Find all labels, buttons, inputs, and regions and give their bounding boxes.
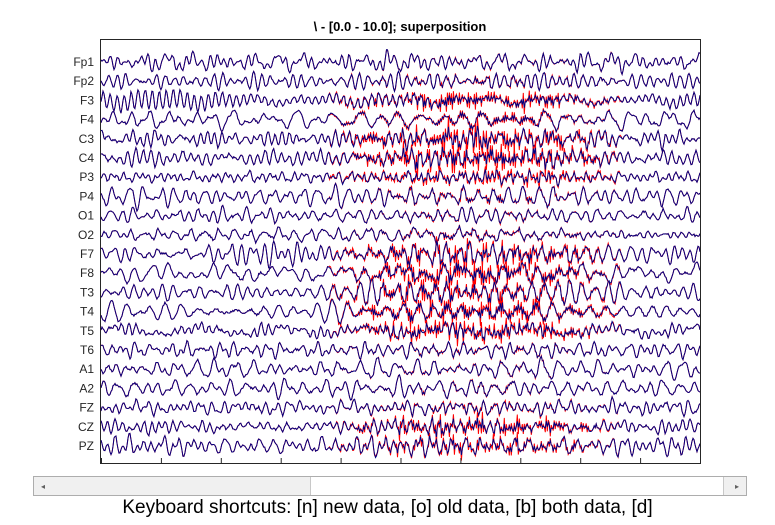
channel-label-fp2: Fp2: [73, 74, 94, 88]
eeg-plot: Fp1 Fp2 F3 F4 C3 C4 P3 P4 O1 O2 F7 F8 T3 T4 T5 T6 A1 A2 FZ…: [73, 39, 701, 464]
channel-trace-fp2: [101, 69, 700, 94]
channel-label-t4: T4: [80, 305, 94, 319]
old-data-line-o2: [101, 224, 700, 246]
old-data-line-a2: [101, 373, 700, 401]
channel-trace-c4: [101, 140, 700, 178]
channel-label-f4: F4: [80, 113, 94, 127]
scroll-left-arrow-icon[interactable]: ◂: [34, 477, 52, 495]
channel-trace-fp1: [101, 49, 700, 77]
channel-label-c4: C4: [79, 151, 95, 165]
figure-title: \ - [0.0 - 10.0]; superposition: [313, 19, 487, 34]
channel-label-t6: T6: [80, 343, 94, 357]
channel-trace-t5: [101, 315, 700, 347]
axes-frame: [100, 39, 701, 464]
channel-trace-f7: [101, 236, 700, 271]
scroll-thumb[interactable]: [310, 477, 724, 495]
new-data-line-o2: [101, 224, 700, 246]
channel-label-fz: FZ: [79, 401, 94, 415]
old-data-line-c3: [101, 125, 700, 153]
channel-trace-o2: [101, 224, 700, 246]
channel-label-a1: A1: [79, 362, 94, 376]
old-data-line-t4: [101, 299, 700, 325]
channel-label-f8: F8: [80, 266, 94, 280]
channel-trace-t4: [101, 295, 700, 330]
time-scrollbar[interactable]: ◂ ▸: [33, 476, 747, 496]
channel-label-f3: F3: [80, 93, 94, 107]
channel-trace-a1: [101, 353, 700, 381]
channel-trace-p3: [101, 164, 700, 189]
channel-label-p4: P4: [79, 189, 94, 203]
channel-trace-pz: [101, 431, 700, 461]
channel-trace-f4: [101, 108, 700, 133]
old-data-line-cz: [101, 415, 700, 438]
new-data-line-c3: [101, 116, 700, 157]
new-data-line-p4: [101, 182, 700, 213]
channel-trace-t6: [101, 339, 700, 362]
channel-label-a2: A2: [79, 381, 94, 395]
channel-label-t3: T3: [80, 285, 94, 299]
new-data-line-t6: [101, 339, 700, 362]
channel-label-o1: O1: [78, 209, 94, 223]
channel-label-c3: C3: [79, 132, 95, 146]
channel-trace-cz: [101, 411, 700, 444]
scroll-right-arrow-icon[interactable]: ▸: [728, 477, 746, 495]
old-data-line-o1: [101, 204, 700, 225]
old-data-line-pz: [101, 432, 700, 459]
eeg-traces: [101, 49, 700, 461]
channel-trace-c3: [101, 116, 700, 157]
old-data-line-t3: [101, 278, 700, 307]
channel-trace-a2: [101, 373, 700, 401]
channel-trace-o1: [101, 204, 700, 227]
old-data-line-t6: [101, 339, 700, 362]
channel-label-cz: CZ: [78, 420, 94, 434]
channel-trace-f3: [101, 88, 700, 115]
channel-trace-p4: [101, 182, 700, 213]
old-data-line-fz: [101, 395, 700, 419]
channel-label-t5: T5: [80, 324, 94, 338]
old-data-line-f8: [101, 261, 700, 286]
channel-label-fp1: Fp1: [73, 55, 94, 69]
old-data-line-t5: [101, 320, 700, 342]
channel-trace-fz: [101, 395, 700, 419]
x-ticks: [101, 458, 701, 464]
keyboard-shortcuts-text: Keyboard shortcuts: [n] new data, [o] ol…: [122, 497, 653, 518]
old-data-line-f4: [101, 109, 700, 133]
channel-trace-f8: [101, 255, 700, 292]
channel-labels: Fp1 Fp2 F3 F4 C3 C4 P3 P4 O1 O2 F7 F8 T3 T4 T5 T6 A1 A2 FZ…: [73, 55, 94, 453]
old-data-line-f7: [101, 239, 700, 269]
channel-label-p3: P3: [79, 170, 94, 184]
old-data-line-p4: [101, 182, 700, 213]
channel-label-f7: F7: [80, 247, 94, 261]
old-data-line-fp2: [101, 69, 700, 94]
old-data-line-fp1: [101, 49, 700, 77]
old-data-line-a1: [101, 354, 700, 381]
channel-trace-t3: [101, 274, 700, 309]
old-data-line-c4: [101, 146, 700, 170]
old-data-line-f3: [101, 88, 700, 114]
old-data-line-p3: [101, 168, 700, 188]
channel-label-pz: PZ: [79, 439, 94, 453]
channel-label-o2: O2: [78, 228, 94, 242]
